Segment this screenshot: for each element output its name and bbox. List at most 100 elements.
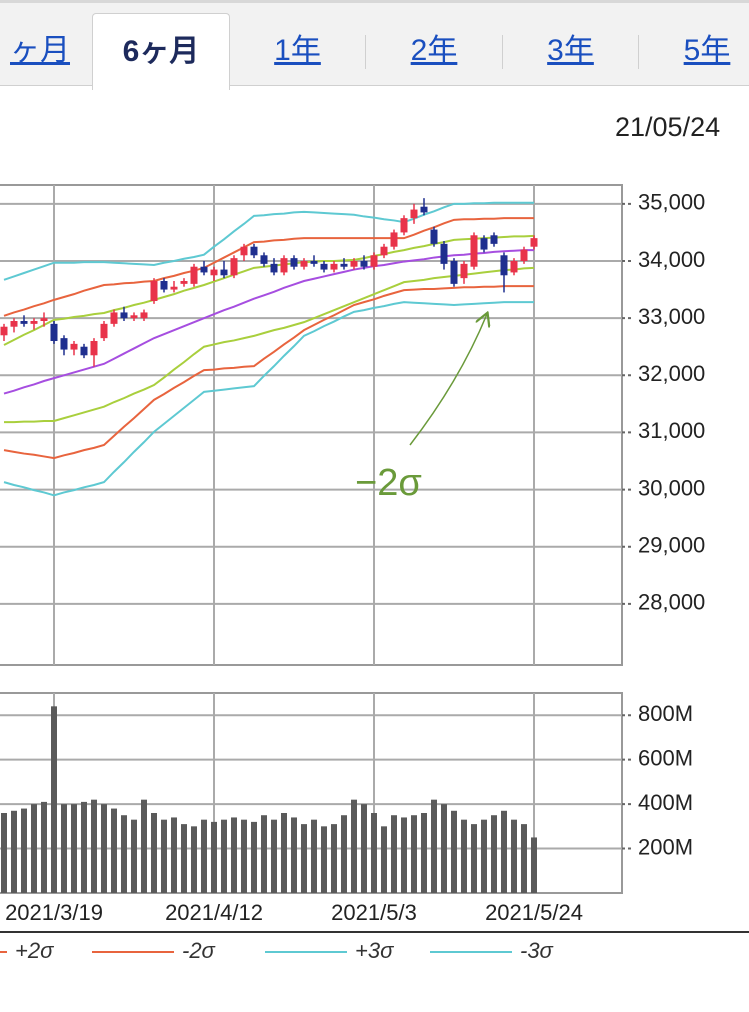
- y-tick-label: 31,000: [638, 418, 705, 443]
- candle-body: [250, 246, 258, 256]
- candle-body: [30, 321, 38, 324]
- candle-body: [290, 258, 298, 267]
- candle-body: [230, 258, 238, 276]
- volume-bar: [141, 799, 147, 893]
- candle-body: [160, 281, 168, 290]
- volume-bar: [531, 837, 537, 893]
- candle-body: [350, 261, 358, 267]
- candle-body: [50, 323, 58, 341]
- band-line: [3, 285, 534, 460]
- volume-bar: [491, 815, 497, 893]
- x-tick-label: 2021/4/12: [165, 900, 263, 925]
- x-tick-label: 2021/5/24: [485, 900, 583, 925]
- volume-bar: [311, 819, 317, 893]
- y-tick-label: 35,000: [638, 190, 705, 215]
- volume-bar: [301, 824, 307, 893]
- annotation-arrow: [409, 314, 487, 446]
- tab-selected[interactable]: 6ヶ月: [92, 13, 230, 90]
- volume-bar: [421, 813, 427, 893]
- candle-body: [320, 263, 328, 270]
- separator: [365, 35, 366, 69]
- volume-bar: [131, 819, 137, 893]
- annotation: −2σ: [355, 462, 422, 504]
- y-tick-label: 400M: [638, 790, 693, 815]
- candle-body: [310, 261, 318, 264]
- volume-bar: [201, 819, 207, 893]
- candle-body: [460, 263, 468, 279]
- volume-bar: [411, 815, 417, 893]
- tab[interactable]: 3年: [547, 34, 594, 67]
- y-tick-label: 32,000: [638, 361, 705, 386]
- volume-bar: [111, 808, 117, 893]
- candle-body: [300, 261, 308, 267]
- volume-bar: [61, 804, 67, 893]
- candle-body: [20, 321, 28, 324]
- tab[interactable]: 5年: [683, 34, 731, 67]
- candle-body: [270, 263, 278, 273]
- tab[interactable]: ヶ月: [10, 34, 70, 67]
- volume-bar: [71, 804, 77, 893]
- volume-bar: [331, 824, 337, 893]
- volume-bar: [31, 804, 37, 893]
- band-line: [3, 201, 534, 281]
- candle-body: [10, 321, 18, 327]
- tab-bar: ヶ月 6ヶ月 1年 2年 3年 5年: [0, 0, 749, 90]
- candle-body: [70, 343, 78, 350]
- plot-area: [0, 692, 623, 894]
- separator: [638, 35, 639, 69]
- volume-bar: [11, 810, 17, 893]
- candle-body: [210, 269, 218, 276]
- candle-body: [200, 266, 208, 273]
- band-line: [3, 217, 534, 317]
- candle-body: [390, 232, 398, 247]
- x-tick-label: 2021/5/3: [331, 900, 417, 925]
- candle-body: [180, 281, 188, 284]
- candle-body: [330, 263, 338, 270]
- candle-body: [520, 249, 528, 261]
- volume-bar: [431, 799, 437, 893]
- volume-bar: [121, 815, 127, 893]
- candle-body: [0, 326, 8, 336]
- candle-body: [60, 338, 68, 350]
- y-tick-label: 30,000: [638, 475, 705, 500]
- separator: [502, 35, 503, 69]
- tab[interactable]: 2年: [410, 34, 458, 67]
- candle-body: [510, 261, 518, 273]
- band-line: [3, 234, 535, 346]
- volume-bar: [381, 826, 387, 893]
- candle-body: [240, 246, 248, 256]
- candle-body: [220, 269, 228, 276]
- candle-body: [90, 341, 98, 356]
- volume-bar: [81, 801, 87, 893]
- candle-body: [400, 218, 408, 233]
- tab[interactable]: 1年: [274, 34, 321, 67]
- candle-body: [360, 261, 368, 267]
- candle-body: [420, 206, 428, 213]
- plot-area: [0, 184, 623, 666]
- volume-bar: [291, 817, 297, 893]
- candle-body: [490, 235, 498, 244]
- candle-body: [340, 263, 348, 267]
- legend-label: -2σ: [182, 938, 216, 963]
- volume-bar: [21, 808, 27, 893]
- candle-body: [150, 281, 158, 301]
- volume-bar: [371, 813, 377, 893]
- candle-body: [430, 229, 438, 244]
- volume-bar: [461, 819, 467, 893]
- candle-body: [100, 323, 108, 339]
- volume-bar: [101, 804, 107, 893]
- plot-content: [0, 198, 538, 497]
- volume-bar: [321, 826, 327, 893]
- date: 21/05/24: [615, 112, 721, 142]
- candle-body: [370, 255, 378, 267]
- y-tick-label: 34,000: [638, 247, 705, 272]
- candle-body: [450, 261, 458, 284]
- volume-bar: [181, 824, 187, 893]
- band-line: [3, 301, 534, 497]
- candle-body: [120, 312, 128, 319]
- volume-bar: [351, 799, 357, 893]
- band-line: [4, 266, 535, 424]
- candle-body: [480, 238, 488, 250]
- candle-body: [80, 346, 88, 356]
